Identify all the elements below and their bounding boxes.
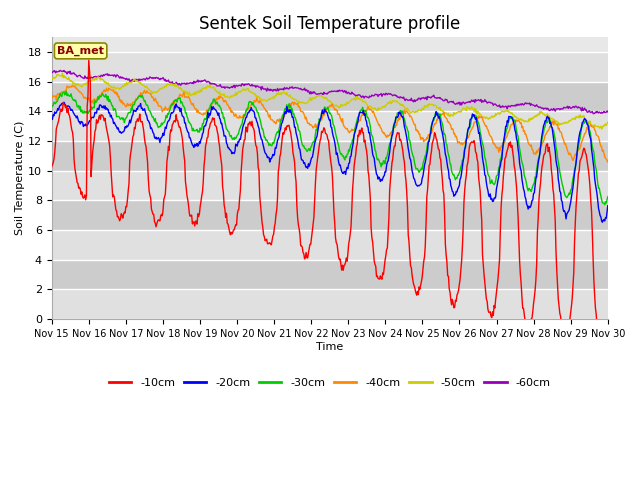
Legend: -10cm, -20cm, -30cm, -40cm, -50cm, -60cm: -10cm, -20cm, -30cm, -40cm, -50cm, -60cm [104, 373, 555, 392]
-10cm [398, 144, 406, 149]
-60cm [59, 68, 67, 74]
-40cm [202, 111, 209, 117]
-40cm [116, 98, 124, 104]
-20cm [398, 114, 406, 120]
-60cm [48, 69, 56, 74]
-60cm [589, 111, 597, 117]
-40cm [398, 110, 406, 116]
Line: -30cm: -30cm [52, 91, 608, 204]
-50cm [116, 87, 124, 93]
-10cm [58, 108, 65, 114]
-50cm [398, 103, 406, 108]
-30cm [415, 168, 422, 173]
Y-axis label: Soil Temperature (C): Soil Temperature (C) [15, 121, 25, 235]
-20cm [116, 130, 124, 135]
-40cm [172, 97, 180, 103]
Line: -40cm: -40cm [52, 85, 608, 162]
-30cm [116, 115, 124, 121]
-60cm [116, 75, 124, 81]
-40cm [604, 159, 612, 165]
Bar [52, 289, 608, 319]
-30cm [601, 202, 609, 207]
Bar [52, 230, 608, 260]
-20cm [172, 101, 180, 107]
-50cm [58, 73, 65, 79]
-50cm [202, 85, 209, 91]
-40cm [68, 83, 76, 88]
-20cm [48, 115, 56, 120]
-50cm [415, 107, 422, 113]
-60cm [172, 79, 180, 85]
Bar [52, 260, 608, 289]
-40cm [48, 93, 56, 99]
Bar [52, 201, 608, 230]
Line: -60cm: -60cm [52, 71, 608, 114]
-60cm [202, 78, 209, 84]
Line: -50cm: -50cm [52, 73, 608, 129]
-40cm [58, 89, 65, 95]
-10cm [415, 292, 422, 298]
Bar [52, 171, 608, 201]
Bar [52, 141, 608, 171]
Line: -10cm: -10cm [52, 60, 608, 352]
X-axis label: Time: Time [316, 342, 343, 351]
-20cm [604, 203, 612, 209]
-30cm [604, 194, 612, 200]
-60cm [398, 95, 406, 101]
Text: BA_met: BA_met [57, 46, 104, 56]
-60cm [56, 68, 64, 73]
-20cm [202, 123, 209, 129]
-60cm [604, 109, 612, 115]
-50cm [59, 71, 67, 76]
-10cm [172, 112, 180, 118]
-30cm [202, 117, 209, 122]
Line: -20cm: -20cm [52, 102, 608, 222]
-20cm [415, 182, 422, 188]
-20cm [60, 99, 68, 105]
-30cm [63, 88, 70, 94]
Bar [52, 82, 608, 111]
-10cm [85, 58, 93, 63]
Bar [52, 111, 608, 141]
-30cm [398, 108, 406, 114]
-50cm [604, 120, 612, 125]
-50cm [598, 126, 605, 132]
-50cm [172, 84, 180, 89]
-30cm [172, 97, 180, 103]
Title: Sentek Soil Temperature profile: Sentek Soil Temperature profile [199, 15, 460, 33]
-30cm [48, 104, 56, 110]
-20cm [58, 101, 65, 107]
-50cm [48, 76, 56, 82]
-30cm [58, 94, 65, 99]
Bar [52, 52, 608, 82]
-10cm [604, 323, 612, 329]
-10cm [48, 164, 56, 170]
-10cm [116, 218, 124, 224]
-60cm [415, 96, 422, 101]
-20cm [598, 219, 606, 225]
-10cm [599, 349, 607, 355]
-40cm [415, 128, 422, 134]
-10cm [202, 143, 209, 149]
